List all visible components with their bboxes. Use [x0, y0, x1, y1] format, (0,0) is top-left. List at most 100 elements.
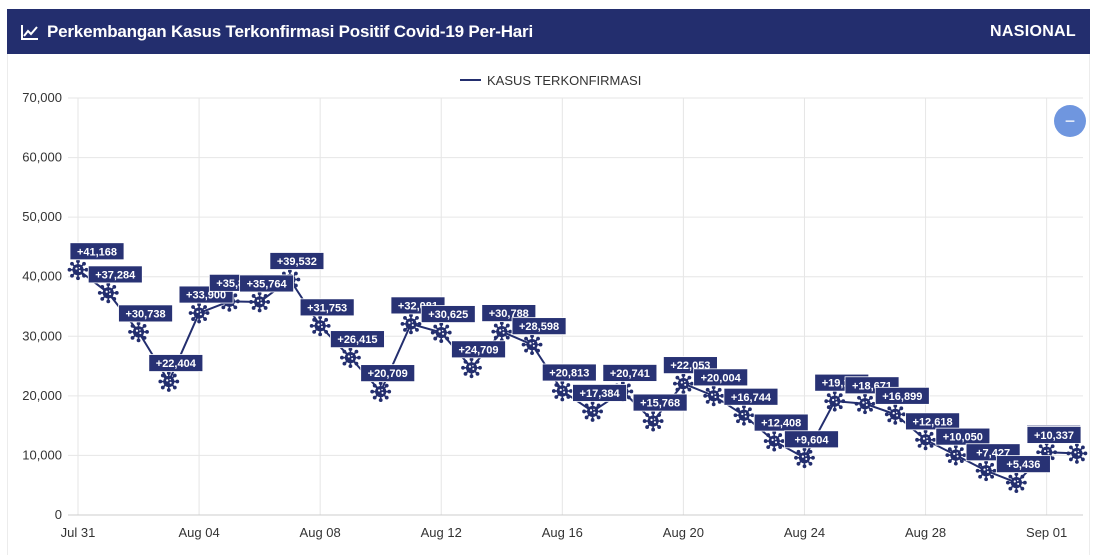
data-point[interactable] [309, 315, 331, 337]
data-label: +20,813 [541, 363, 597, 382]
data-label-text: +31,753 [307, 302, 347, 314]
zoom-out-button[interactable]: − [1054, 105, 1086, 137]
data-label: +5,436 [995, 455, 1051, 474]
data-point[interactable] [733, 404, 755, 426]
x-tick-label: Aug 04 [178, 525, 219, 540]
data-point[interactable] [249, 291, 271, 313]
page-title: Perkembangan Kasus Terkonfirmasi Positif… [47, 21, 533, 41]
data-label-text: +24,709 [458, 344, 498, 356]
y-tick-label: 50,000 [22, 209, 62, 224]
data-point[interactable] [158, 371, 180, 392]
data-point[interactable] [430, 322, 452, 343]
data-label-text: +10,050 [943, 432, 983, 444]
data-labels: +41,168+37,284+30,738+22,404+33,900+35,8… [69, 242, 1082, 474]
data-point[interactable] [915, 429, 936, 451]
region-label: NASIONAL [990, 22, 1076, 40]
data-label: +24,709 [451, 340, 506, 359]
data-label: +20,004 [693, 368, 749, 387]
x-tick-label: Aug 12 [421, 525, 462, 540]
data-label: +30,625 [420, 305, 476, 323]
data-label: +17,384 [572, 384, 627, 402]
data-label-text: +26,415 [337, 334, 377, 346]
x-tick-label: Aug 08 [300, 525, 341, 540]
data-label-text: +30,625 [428, 309, 468, 321]
data-point[interactable] [824, 390, 846, 412]
data-point[interactable] [97, 282, 119, 304]
data-point[interactable] [673, 373, 694, 395]
data-label: +16,899 [874, 386, 930, 405]
data-label: +20,741 [602, 364, 658, 382]
data-point[interactable] [642, 410, 664, 432]
data-label: +30,738 [118, 304, 173, 323]
data-label-text: +15,768 [640, 398, 680, 410]
data-point[interactable] [975, 460, 997, 482]
data-point[interactable] [884, 403, 906, 425]
line-chart: 0 10,000 20,000 30,000 40,000 50,000 60,000 70,… [22, 73, 1088, 540]
data-point[interactable] [188, 302, 210, 324]
y-tick-label: 10,000 [22, 447, 62, 462]
data-point[interactable] [461, 357, 482, 379]
x-tick-label: Sep 01 [1026, 525, 1067, 540]
chart-container: 0 10,000 20,000 30,000 40,000 50,000 60,000 70,… [7, 54, 1090, 555]
data-point[interactable] [128, 321, 149, 343]
data-label-text: +22,404 [156, 358, 197, 370]
y-tick-label: 60,000 [22, 150, 62, 165]
data-point[interactable] [945, 444, 967, 466]
data-label-text: +16,899 [882, 391, 922, 403]
data-label-text: +35,764 [247, 278, 288, 290]
data-label: +37,284 [87, 265, 143, 284]
data-label: +10,337 [1026, 426, 1082, 444]
data-label-text: +20,741 [610, 368, 650, 380]
x-tick-label: Jul 31 [61, 525, 96, 540]
data-label: +35,764 [239, 274, 295, 293]
data-point[interactable] [763, 430, 785, 452]
data-label: +10,050 [935, 427, 991, 446]
data-point[interactable] [1005, 472, 1027, 494]
data-label-text: +30,738 [126, 308, 166, 320]
data-label-text: +30,788 [489, 308, 529, 320]
y-tick-label: 30,000 [22, 328, 62, 343]
data-label-text: +12,618 [913, 416, 953, 428]
header-title-group: Perkembangan Kasus Terkonfirmasi Positif… [21, 22, 533, 42]
data-point[interactable] [794, 447, 815, 469]
y-tick-label: 0 [55, 507, 62, 522]
x-tick-label: Aug 16 [542, 525, 583, 540]
data-point[interactable] [370, 381, 392, 403]
data-label-text: +9,604 [795, 434, 830, 446]
data-point[interactable] [703, 385, 725, 407]
y-tick-label: 40,000 [22, 269, 62, 284]
data-label: +39,532 [269, 252, 325, 270]
data-point[interactable] [551, 380, 573, 402]
data-label-text: +10,337 [1034, 430, 1074, 442]
data-point[interactable] [854, 393, 876, 415]
legend[interactable]: KASUS TERKONFIRMASI [460, 73, 641, 88]
y-tick-label: 70,000 [22, 90, 62, 105]
x-tick-label: Aug 20 [663, 525, 704, 540]
data-label-text: +39,532 [277, 256, 317, 268]
data-label: +16,744 [723, 387, 779, 406]
data-label: +28,598 [511, 317, 567, 336]
data-label: +20,709 [360, 364, 416, 383]
data-label-text: +12,408 [761, 418, 801, 430]
data-label-text: +28,598 [519, 321, 559, 333]
data-point[interactable] [1066, 443, 1088, 464]
minus-icon: − [1064, 111, 1076, 131]
data-point[interactable] [582, 401, 603, 422]
data-point[interactable] [400, 313, 422, 335]
data-label: +31,753 [299, 298, 355, 317]
data-label-text: +17,384 [580, 388, 621, 400]
data-label: +15,768 [632, 393, 688, 412]
data-point[interactable] [67, 259, 89, 281]
data-label-text: +20,813 [549, 368, 589, 380]
data-label: +12,618 [905, 412, 960, 431]
data-label-text: +20,709 [368, 368, 408, 380]
data-label-text: +33,900 [186, 290, 226, 302]
data-point[interactable] [491, 321, 513, 342]
data-label: +26,415 [330, 330, 385, 349]
data-label: +12,408 [753, 413, 809, 432]
axes: 0 10,000 20,000 30,000 40,000 50,000 60,000 70,… [22, 90, 1083, 540]
data-point[interactable] [340, 347, 361, 369]
data-point[interactable] [521, 334, 543, 356]
line-chart-icon [21, 24, 38, 40]
data-label: +22,404 [148, 354, 204, 372]
